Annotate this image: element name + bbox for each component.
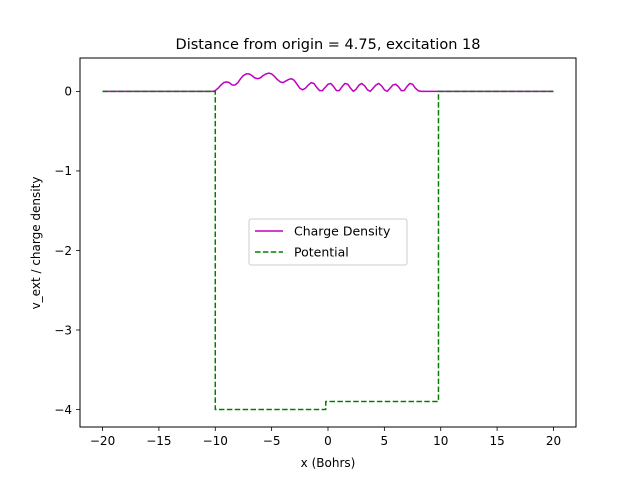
x-tick-label: −5 [263, 434, 281, 448]
y-tick-label: −1 [54, 164, 72, 178]
legend-label-potential: Potential [294, 245, 349, 260]
series-line-charge-density [102, 72, 554, 93]
chart-title: Distance from origin = 4.75, excitation … [176, 37, 481, 53]
x-tick-label: −20 [90, 434, 115, 448]
x-tick-label: 10 [433, 434, 448, 448]
x-axis-label: x (Bohrs) [301, 456, 356, 470]
y-tick-label: −2 [54, 244, 72, 258]
y-tick-label: −4 [54, 403, 72, 417]
y-axis-ticks: 0 −1 −2 −3 −4 [54, 85, 80, 417]
x-tick-label: −15 [146, 434, 171, 448]
series-line-potential [102, 90, 554, 411]
y-tick-label: 0 [64, 85, 72, 99]
y-tick-label: −3 [54, 323, 72, 337]
legend-box [248, 218, 408, 266]
x-axis-ticks: −20 −15 −10 −5 0 5 10 15 20 [90, 427, 561, 448]
x-tick-label: −10 [203, 434, 228, 448]
x-tick-label: 0 [324, 434, 332, 448]
legend-label-charge-density: Charge Density [294, 224, 391, 239]
x-tick-label: 5 [381, 434, 389, 448]
legend: Charge Density Potential [248, 218, 408, 266]
series-layer [102, 72, 554, 411]
x-tick-label: 20 [546, 434, 561, 448]
y-axis-label: v_ext / charge density [29, 177, 43, 310]
x-tick-label: 15 [489, 434, 504, 448]
